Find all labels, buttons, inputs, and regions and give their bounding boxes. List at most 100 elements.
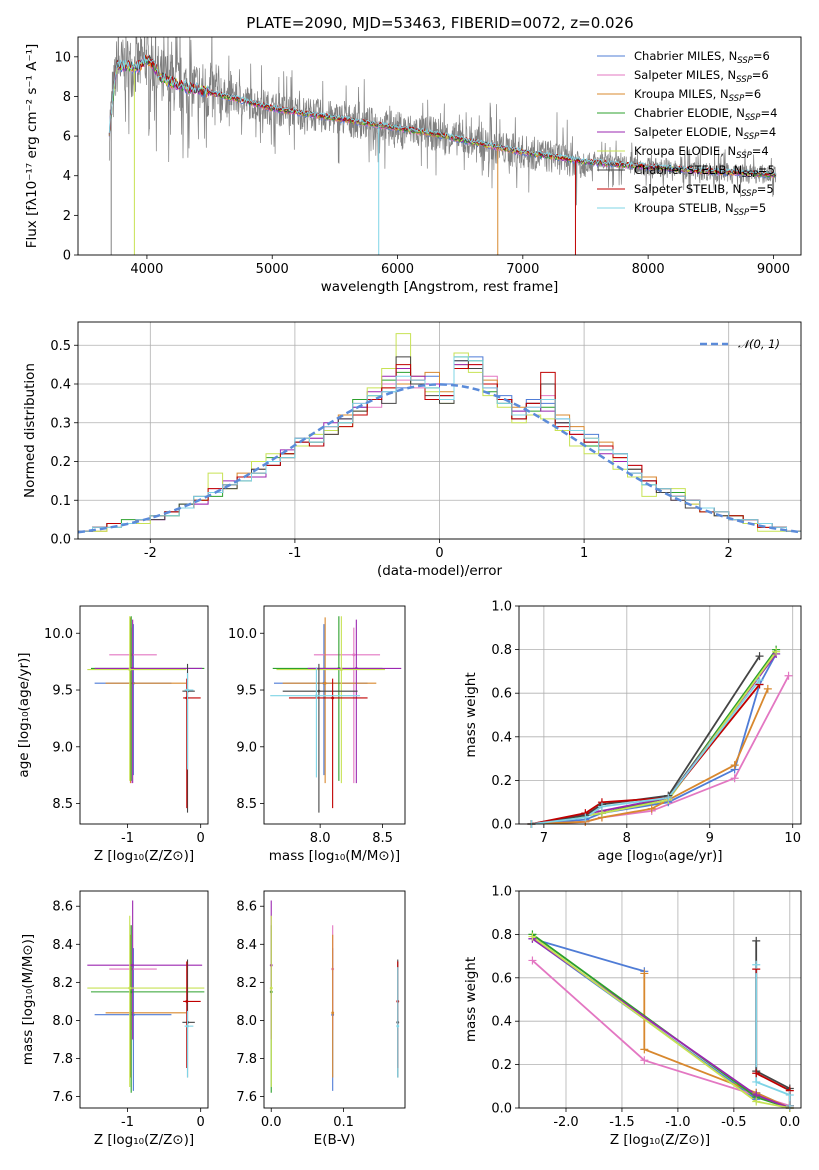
x-axis-label: (data-model)/error	[377, 563, 503, 579]
x-axis-label: wavelength [Angstrom, rest frame]	[321, 279, 559, 295]
x-axis-label: mass [log₁₀(M/M⊙)]	[269, 848, 400, 864]
y-tick-label: 10.0	[228, 627, 257, 642]
marker-kroupa_stelib	[752, 1077, 761, 1086]
plot-area	[87, 900, 205, 1093]
y-tick-label: 0.8	[491, 643, 512, 658]
legend-nssp-value: 6	[761, 68, 768, 82]
y-axis-label: mass weight	[463, 672, 479, 757]
x-tick-label: -1	[121, 1115, 134, 1130]
chart-layer: 4000 5000 6000 7000 8000 90000246810wavelengt…	[16, 36, 802, 1148]
marker-kroupa_stelib	[755, 676, 764, 685]
y-tick-label: 9.0	[236, 740, 257, 755]
y-tick-label: 0.8	[491, 928, 512, 943]
marker-kroupa_miles	[763, 684, 772, 693]
x-tick-label: 7	[540, 831, 548, 846]
legend-label-kroupa_elodie: Kroupa ELODIE, NSSP=4	[634, 144, 769, 161]
legend-lib: STELIB	[686, 182, 725, 196]
point-kroupa_stelib	[186, 688, 189, 692]
panel-mass_vs_z: -1 0 7.6 7.8 8.0 8.2 8.4 8.6 Z [log₁₀(Z/Z⊙)] mass…	[20, 890, 209, 1148]
panel-mass_weight_vs_z: -2.0 -1.5 -1.0 -0.5 0.0 0.0 0.2 0.4 0.6 0.8 1.0 Z […	[463, 885, 802, 1148]
y-tick-label: 7.6	[236, 1090, 257, 1105]
legend-label-chabrier_miles: Chabrier MILES, NSSP=6	[634, 49, 770, 66]
x-tick-label: 8.5	[372, 831, 393, 846]
x-tick-label: 9	[706, 831, 714, 846]
plot-area	[270, 616, 402, 813]
marker-kroupa_miles	[647, 804, 656, 813]
point-kroupa_elodie	[128, 986, 132, 990]
axes-frame	[263, 890, 406, 1109]
y-tick-label: 0	[63, 249, 71, 264]
marker-kroupa_stelib	[785, 1090, 794, 1099]
axes-frame	[77, 36, 802, 256]
legend-comma: ,	[726, 163, 733, 177]
x-tick-label: 0.1	[333, 1115, 354, 1130]
y-tick-label: 9.5	[236, 684, 257, 699]
x-tick-label: 0	[435, 546, 443, 561]
legend-eq: =	[744, 87, 754, 101]
legend-lib: MILES	[687, 49, 721, 63]
legend-eq: =	[759, 125, 769, 139]
marker-kroupa_elodie	[752, 1097, 761, 1106]
x-tick-label: -1.5	[609, 1115, 634, 1130]
legend-ssp-subscript: SSP	[745, 113, 761, 123]
legend-ssp-subscript: SSP	[734, 208, 750, 218]
y-axis-label: mass weight	[463, 957, 479, 1042]
legend-n-symbol: N	[736, 106, 745, 120]
point-kroupa_stelib	[315, 694, 318, 698]
figure-title: PLATE=2090, MJD=53463, FIBERID=0072, z=0…	[246, 14, 633, 32]
y-tick-label: 0.0	[50, 533, 71, 548]
series-line-kroupa_miles	[531, 688, 769, 824]
panel-mass_weight_vs_age: 7 8 9 10 0.0 0.2 0.4 0.6 0.8 1.0 age [log₁₀(age/yr…	[463, 600, 802, 864]
x-tick-label: 8.0	[310, 831, 331, 846]
y-tick-label: 8.5	[52, 797, 73, 812]
legend-n-symbol: N	[735, 125, 744, 139]
axes-frame	[518, 605, 802, 825]
series-line-salpeter_miles	[531, 959, 791, 1107]
legend-n-symbol: N	[728, 144, 737, 158]
x-tick-label: 5000	[256, 262, 289, 277]
legend-ssp-subscript: SSP	[737, 56, 753, 66]
y-tick-label: 0.2	[50, 455, 71, 470]
point-kroupa_elodie	[128, 668, 132, 671]
marker-salpeter_miles	[528, 956, 537, 965]
legend-comma: ,	[713, 87, 720, 101]
y-tick-label: 7.8	[236, 1052, 257, 1067]
x-tick-label: -2.0	[553, 1115, 578, 1130]
legend-comma: ,	[729, 106, 736, 120]
x-tick-label: -1	[121, 831, 134, 846]
axes-frame	[77, 321, 802, 540]
legend-lib: MILES	[678, 87, 712, 101]
legend-label-salpeter_elodie: Salpeter ELODIE, NSSP=4	[634, 125, 776, 142]
marker-kroupa_stelib	[664, 793, 673, 802]
y-tick-label: 8.6	[236, 900, 257, 915]
x-tick-label: 0.0	[261, 1115, 282, 1130]
axes-frame	[263, 605, 406, 825]
x-tick-label: 10	[784, 831, 801, 846]
plot-area	[78, 333, 801, 539]
x-axis-label: Z [log₁₀(Z/Z⊙)]	[94, 848, 194, 864]
x-tick-label: 7000	[506, 262, 539, 277]
plot-area	[108, 37, 777, 255]
legend-ssp-subscript: SSP	[729, 94, 745, 104]
marker-kroupa_stelib	[752, 960, 761, 969]
marker-kroupa_elodie	[528, 932, 537, 941]
panel-age_vs_mass: 8.0 8.5 8.5 9.0 9.5 10.0 mass [log₁₀(M/M⊙)]	[228, 605, 406, 864]
y-tick-label: 8	[63, 90, 71, 105]
series-line-kroupa_stelib	[755, 964, 791, 1106]
legend-n-symbol: N	[725, 201, 734, 215]
y-tick-label: 8.2	[52, 976, 73, 991]
point-kroupa_stelib	[186, 1024, 189, 1028]
point-kroupa_miles	[323, 681, 327, 685]
legend-imf: Chabrier	[634, 49, 684, 63]
marker-kroupa_miles	[640, 1045, 649, 1054]
marker-salpeter_stelib	[752, 1069, 761, 1078]
y-tick-label: 0.1	[50, 494, 71, 509]
panel-spectrum: 4000 5000 6000 7000 8000 90000246810wavelengt…	[24, 36, 802, 295]
point-salpeter_elodie	[131, 963, 135, 967]
legend-nssp-value: 4	[770, 106, 777, 120]
legend-eq: =	[752, 68, 762, 82]
legend-eq: =	[758, 163, 768, 177]
marker-kroupa_miles	[730, 761, 739, 770]
legend-imf: Salpeter	[634, 125, 683, 139]
legend-label-salpeter_miles: Salpeter MILES, NSSP=6	[634, 68, 769, 85]
